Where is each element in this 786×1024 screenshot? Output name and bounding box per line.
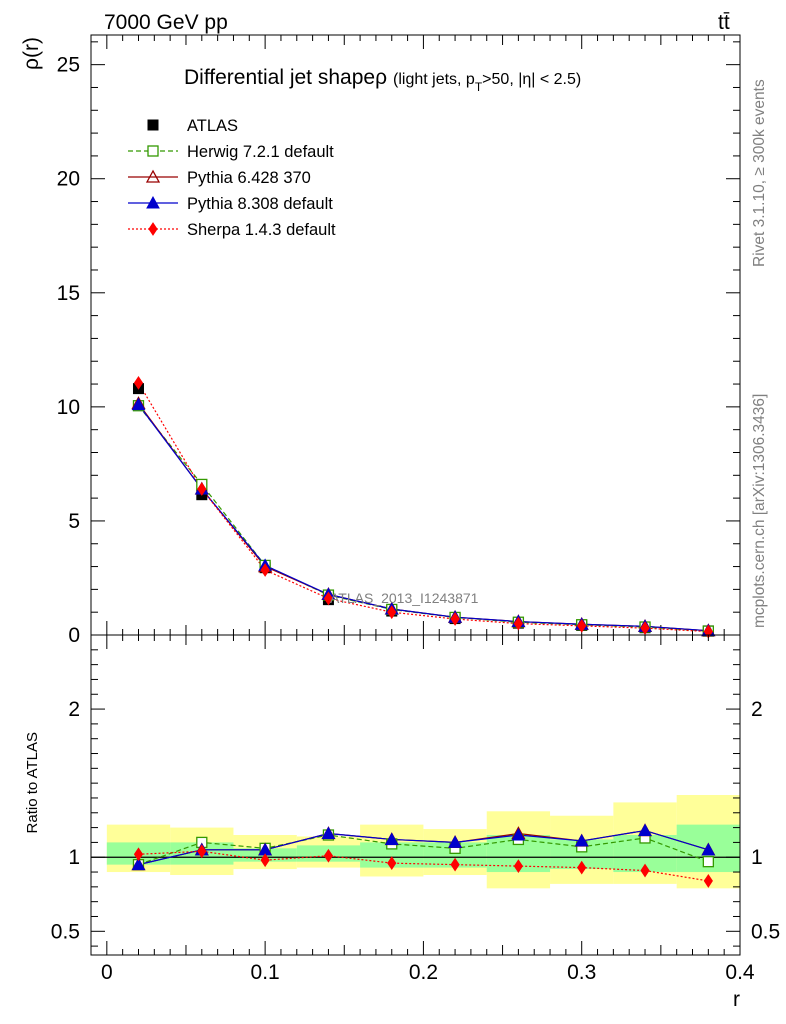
pythia-ratio-point [321,826,336,840]
pythia-ratio-point [701,842,716,856]
ratio-y-tick-label-right: 0.5 [751,920,780,943]
main-panel: 0 5 10 15 20 25 [57,34,741,647]
sherpa-point [513,616,523,631]
ratio-y-axis-label: Ratio to ATLAS [24,732,41,833]
x-tick-label: 0 [101,961,113,984]
x-tick-label: 0.1 [251,961,280,984]
sherpa-ratio-point [450,857,460,872]
pythia-ratio-point [384,832,399,845]
x-axis-label: r [733,988,740,1011]
sherpa-ratio-point [513,859,523,874]
ratio-panel: 0 0.1 0.2 0.3 0.4 0.5 0.5 1 1 2 2 [51,634,780,984]
main-axes: 0 5 10 15 20 25 [57,35,741,647]
y-tick-label: 0 [68,624,80,647]
y-tick-label: 15 [57,282,80,305]
ratio-y-tick-label-left: 2 [68,698,80,721]
sherpa-ratio-point [260,853,270,868]
x-tick-label: 0.4 [725,961,755,984]
x-tick-label: 0.3 [567,961,596,984]
pythia-ratio-point [574,833,589,847]
sherpa-point [450,612,460,626]
sherpa-point [387,605,397,620]
sherpa-point [577,618,587,633]
sherpa-ratio-point [577,860,587,875]
sherpa-ratio-point [197,844,207,859]
main-series [131,376,716,639]
legend-label: ATLAS [187,117,238,135]
pythia-ratio-point [448,835,462,848]
legend-label: Pythia 8.308 default [187,195,333,213]
y-axis-label: ρ(r) [20,37,43,70]
pythia-ratio-point [511,827,526,841]
legend-marker [147,119,159,131]
sherpa-point [640,621,650,636]
sherpa-point [133,376,144,390]
sherpa-ratio-point [387,856,397,871]
y-tick-label: 20 [57,168,80,191]
ratio-line-pythia [138,829,709,866]
series-line-sherpa [137,382,709,633]
legend-marker [147,145,159,157]
ratio-y-tick-label-right: 2 [751,698,763,721]
legend-label: Sherpa 1.4.3 default [187,221,336,239]
ratio-line-sherpa [138,850,709,882]
pythia-point [131,397,146,411]
y-tick-label: 10 [57,396,80,419]
sherpa-point [323,591,334,606]
legend: ATLAS Herwig 7.2.1 default Pythia 6.428 37… [128,117,336,239]
legend-label: Pythia 6.428 370 [187,169,311,187]
x-tick-label: 0.2 [409,961,438,984]
herwig-ratio-point [702,856,714,868]
plot-title-cut-end: >50, |η| < 2.5) [482,71,581,88]
sherpa-point [260,563,270,577]
sherpa-point [197,482,207,496]
ratio-series [131,823,716,888]
ratio-y-tick-label-left: 1 [68,846,80,869]
sherpa-ratio-point [133,847,144,862]
legend-label: Herwig 7.2.1 default [187,143,334,161]
source-label: mcplots.cern.ch [arXiv:1306.3436] [751,394,768,628]
legend-marker [145,169,161,183]
plot-title-main: Differential jet shape [184,66,375,89]
legend-marker [148,222,158,236]
y-tick-label: 5 [68,510,80,533]
sherpa-ratio-point [703,874,713,888]
ratio-axes: 0 0.1 0.2 0.3 0.4 0.5 0.5 1 1 2 2 [51,635,780,984]
pythia-ratio-point [638,823,652,837]
series-line-pythia [138,404,709,632]
ratio-y-tick-label-right: 1 [751,846,763,869]
analysis-label: ATLAS_2013_I1243871 [330,590,479,606]
y-tick-label: 25 [57,54,80,77]
plot-title-symbol: ρ [375,66,387,89]
energy-label: 7000 GeV pp [104,11,228,34]
sherpa-ratio-point [323,848,334,863]
plot-title: Differential jet shapeρ (light jets, pT>5… [184,66,581,94]
ratio-plot-frame [90,634,741,956]
legend-marker [146,195,160,209]
ratio-line-herwig [138,834,709,866]
sherpa-ratio-point [640,863,650,878]
ratio-y-tick-label-left: 0.5 [51,920,80,943]
plot-title-cut-sub: T [475,80,483,94]
process-label: tt̄ [718,11,730,34]
rivet-label: Rivet 3.1.10, ≥ 300k events [751,79,768,267]
plot-title-cut: (light jets, p [393,71,475,88]
pythia-ratio-point [131,857,146,871]
